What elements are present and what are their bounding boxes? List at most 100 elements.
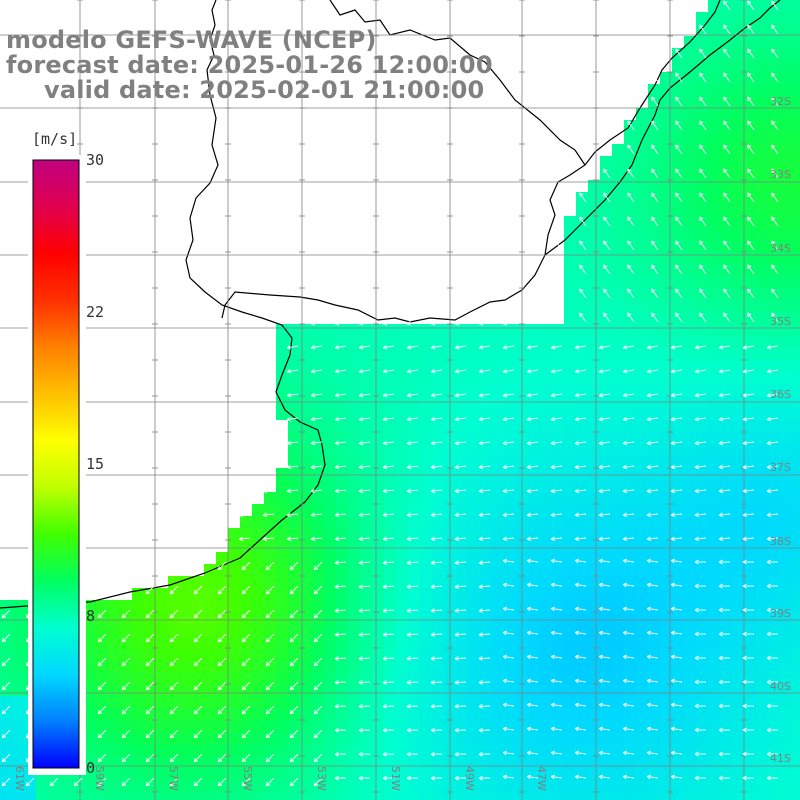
field-cell xyxy=(420,708,432,720)
field-cell xyxy=(288,420,300,432)
field-cell xyxy=(612,564,624,576)
field-cell xyxy=(408,720,420,732)
wind-arrow xyxy=(646,392,659,398)
wind-arrow xyxy=(651,240,659,251)
field-cell xyxy=(372,624,384,636)
field-cell xyxy=(636,108,648,120)
field-cell xyxy=(312,408,324,420)
field-cell xyxy=(672,684,684,696)
field-cell xyxy=(780,132,792,144)
wind-arrow xyxy=(313,777,323,787)
field-cell xyxy=(456,336,468,348)
field-cell xyxy=(708,612,720,624)
field-cell xyxy=(468,504,480,516)
wind-arrow xyxy=(651,72,659,83)
wind-arrow xyxy=(646,464,659,470)
wind-arrow xyxy=(694,607,706,613)
field-cell xyxy=(660,108,672,120)
field-cell xyxy=(336,432,348,444)
wind-arrow xyxy=(502,512,515,518)
field-cell xyxy=(792,684,800,696)
field-cell xyxy=(324,504,336,516)
field-cell xyxy=(408,516,420,528)
field-cell xyxy=(396,348,408,360)
field-cell xyxy=(420,324,432,336)
field-cell xyxy=(660,336,672,348)
field-cell xyxy=(348,372,360,384)
field-cell xyxy=(108,708,120,720)
field-cell xyxy=(372,480,384,492)
field-cell xyxy=(432,336,444,348)
field-cell xyxy=(660,456,672,468)
wind-arrow xyxy=(766,512,779,518)
field-cell xyxy=(108,732,120,744)
field-cell xyxy=(360,792,372,800)
wind-arrow xyxy=(550,368,563,374)
field-cell xyxy=(288,576,300,588)
field-cell xyxy=(372,648,384,660)
field-cell xyxy=(468,540,480,552)
field-cell xyxy=(540,420,552,432)
field-cell xyxy=(636,180,648,192)
wind-arrow xyxy=(742,440,755,446)
field-cell xyxy=(684,360,696,372)
wind-arrow xyxy=(193,777,203,787)
field-cell xyxy=(168,624,180,636)
field-cell xyxy=(648,504,660,516)
field-cell xyxy=(708,264,720,276)
field-cell xyxy=(372,444,384,456)
field-cell xyxy=(348,792,360,800)
field-cell xyxy=(612,384,624,396)
wind-arrow xyxy=(742,536,755,542)
field-cell xyxy=(324,696,336,708)
field-cell xyxy=(228,756,240,768)
field-cell xyxy=(720,648,732,660)
field-cell xyxy=(156,588,168,600)
wind-arrow xyxy=(550,582,563,588)
wind-arrow xyxy=(742,345,755,350)
field-cell xyxy=(240,768,252,780)
wind-arrow xyxy=(550,345,563,350)
wind-arrow xyxy=(334,464,347,470)
field-cell xyxy=(756,168,768,180)
field-cell xyxy=(432,696,444,708)
field-cell xyxy=(612,732,624,744)
wind-arrow xyxy=(603,240,611,251)
field-cell xyxy=(144,672,156,684)
field-cell xyxy=(732,432,744,444)
field-cell xyxy=(504,780,516,792)
field-cell xyxy=(636,684,648,696)
wind-arrow xyxy=(694,345,707,350)
field-cell xyxy=(576,684,588,696)
field-cell xyxy=(708,780,720,792)
field-cell xyxy=(396,444,408,456)
wind-arrow xyxy=(334,368,347,374)
field-cell xyxy=(792,372,800,384)
field-cell xyxy=(780,96,792,108)
field-cell xyxy=(264,720,276,732)
field-cell xyxy=(300,528,312,540)
field-cell xyxy=(672,108,684,120)
field-cell xyxy=(492,444,504,456)
field-cell xyxy=(768,228,780,240)
field-cell xyxy=(744,768,756,780)
field-cell xyxy=(396,468,408,480)
field-cell xyxy=(744,348,756,360)
field-cell xyxy=(564,276,576,288)
latitude-label: 36S xyxy=(770,388,791,401)
field-cell xyxy=(420,576,432,588)
field-cell xyxy=(288,720,300,732)
field-cell xyxy=(528,636,540,648)
wind-arrow xyxy=(670,558,683,564)
wind-arrow xyxy=(526,368,539,374)
field-cell xyxy=(744,468,756,480)
field-cell xyxy=(96,624,108,636)
wind-arrow xyxy=(766,607,778,613)
wind-arrow xyxy=(627,264,635,275)
field-cell xyxy=(672,708,684,720)
field-cell xyxy=(264,792,276,800)
field-cell xyxy=(720,672,732,684)
wind-arrow xyxy=(193,609,203,619)
field-cell xyxy=(612,336,624,348)
field-cell xyxy=(636,660,648,672)
